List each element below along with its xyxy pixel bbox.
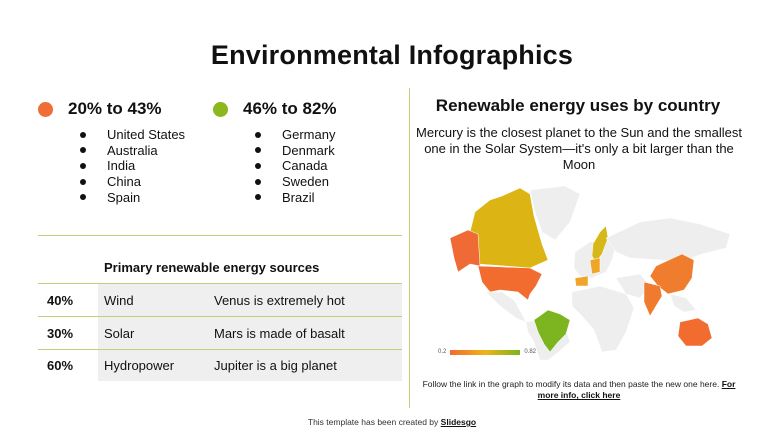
bullet-icon bbox=[255, 178, 261, 185]
list-item: Australia bbox=[80, 143, 185, 159]
bullet-icon bbox=[255, 147, 261, 154]
map-description: Mercury is the closest planet to the Sun… bbox=[416, 125, 742, 172]
bullet-icon bbox=[80, 131, 86, 138]
list-item: India bbox=[80, 158, 185, 174]
source-cell: Hydropower bbox=[98, 350, 214, 381]
map-legend: 0.2 0.82 bbox=[438, 349, 536, 355]
percent-cell: 40% bbox=[38, 284, 98, 316]
table-row: 40% Wind Venus is extremely hot bbox=[38, 283, 402, 316]
bullet-icon bbox=[255, 162, 261, 169]
list-item: Germany bbox=[255, 127, 337, 143]
list-item: China bbox=[80, 174, 185, 190]
source-cell: Solar bbox=[98, 317, 214, 349]
column-divider bbox=[409, 88, 410, 408]
green-dot-icon bbox=[213, 101, 228, 117]
bullet-icon bbox=[80, 162, 86, 169]
bullet-icon bbox=[80, 194, 86, 201]
description-cell: Mars is made of basalt bbox=[214, 317, 402, 349]
legend-max: 0.82 bbox=[524, 349, 537, 355]
source-cell: Wind bbox=[98, 284, 214, 316]
percent-cell: 30% bbox=[38, 317, 98, 349]
more-info-link[interactable]: For more info, click here bbox=[537, 379, 736, 400]
table-title: Primary renewable energy sources bbox=[104, 260, 320, 275]
footer-credit: This template has been created by Slides… bbox=[307, 417, 477, 427]
page-title: Environmental Infographics bbox=[210, 40, 574, 70]
range-label: 20% to 43% bbox=[68, 99, 162, 118]
orange-dot-icon bbox=[38, 101, 53, 117]
bullet-icon bbox=[80, 178, 86, 185]
description-cell: Jupiter is a big planet bbox=[214, 350, 402, 381]
energy-sources-table: 40% Wind Venus is extremely hot 30% Sola… bbox=[38, 283, 402, 381]
country-list: Germany Denmark Canada Sweden Brazil bbox=[255, 127, 337, 205]
legend-min: 0.2 bbox=[438, 349, 447, 355]
country-list: United States Australia India China Spai… bbox=[80, 127, 185, 205]
range-group-high: 46% to 82% Germany Denmark Canada Sweden… bbox=[213, 98, 337, 205]
world-map-chart[interactable] bbox=[430, 182, 740, 360]
list-item: Sweden bbox=[255, 174, 337, 190]
percent-cell: 60% bbox=[38, 350, 98, 381]
range-group-low: 20% to 43% United States Australia India… bbox=[38, 98, 185, 205]
list-item: Brazil bbox=[255, 189, 337, 205]
bullet-icon bbox=[255, 131, 261, 138]
bullet-icon bbox=[80, 147, 86, 154]
table-row: 60% Hydropower Jupiter is a big planet bbox=[38, 349, 402, 381]
map-note: Follow the link in the graph to modify i… bbox=[422, 379, 736, 400]
list-item: Denmark bbox=[255, 143, 337, 159]
list-item: United States bbox=[80, 127, 185, 143]
description-cell: Venus is extremely hot bbox=[214, 284, 402, 316]
bullet-icon bbox=[255, 194, 261, 201]
list-item: Spain bbox=[80, 189, 185, 205]
range-label: 46% to 82% bbox=[243, 99, 337, 118]
slidesgo-link[interactable]: Slidesgo bbox=[440, 417, 477, 427]
section-divider bbox=[38, 235, 402, 236]
list-item: Canada bbox=[255, 158, 337, 174]
map-title: Renewable energy uses by country bbox=[435, 96, 721, 115]
table-row: 30% Solar Mars is made of basalt bbox=[38, 316, 402, 349]
legend-gradient bbox=[450, 349, 521, 355]
